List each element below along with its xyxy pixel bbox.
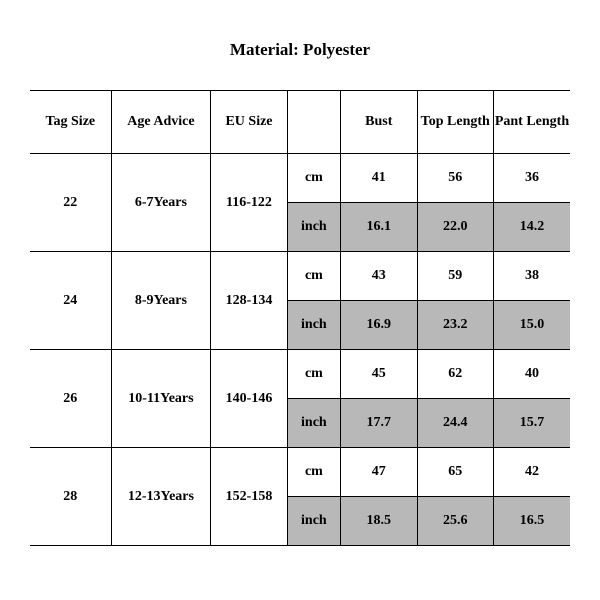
cell-tag-size: 26 [30,350,111,448]
table-row: 26 10-11Years 140-146 cm 45 62 40 [30,350,570,399]
cell-bust-inch: 16.9 [341,301,417,350]
table-row: 24 8-9Years 128-134 cm 43 59 38 [30,252,570,301]
size-table: Tag Size Age Advice EU Size Bust Top Len… [30,90,570,546]
cell-unit-inch: inch [287,399,340,448]
cell-unit-inch: inch [287,301,340,350]
cell-unit-cm: cm [287,350,340,399]
cell-pant-inch: 16.5 [493,497,570,546]
col-bust: Bust [341,91,417,154]
cell-eu-size: 116-122 [211,154,287,252]
cell-bust-inch: 16.1 [341,203,417,252]
cell-bust-cm: 41 [341,154,417,203]
cell-pant-cm: 40 [493,350,570,399]
col-top-length: Top Length [417,91,493,154]
cell-top-inch: 22.0 [417,203,493,252]
cell-bust-cm: 43 [341,252,417,301]
col-tag-size: Tag Size [30,91,111,154]
col-age-advice: Age Advice [111,91,211,154]
cell-top-inch: 24.4 [417,399,493,448]
cell-pant-cm: 38 [493,252,570,301]
cell-unit-inch: inch [287,203,340,252]
cell-unit-cm: cm [287,252,340,301]
col-pant-length: Pant Length [493,91,570,154]
col-unit [287,91,340,154]
col-eu-size: EU Size [211,91,287,154]
cell-top-cm: 56 [417,154,493,203]
cell-bust-cm: 45 [341,350,417,399]
cell-pant-cm: 42 [493,448,570,497]
cell-age-advice: 10-11Years [111,350,211,448]
cell-eu-size: 140-146 [211,350,287,448]
cell-top-cm: 62 [417,350,493,399]
cell-unit-inch: inch [287,497,340,546]
cell-bust-cm: 47 [341,448,417,497]
cell-top-cm: 59 [417,252,493,301]
cell-top-cm: 65 [417,448,493,497]
table-row: 22 6-7Years 116-122 cm 41 56 36 [30,154,570,203]
cell-pant-inch: 15.7 [493,399,570,448]
table-row: 28 12-13Years 152-158 cm 47 65 42 [30,448,570,497]
cell-eu-size: 152-158 [211,448,287,546]
cell-pant-inch: 14.2 [493,203,570,252]
table-header-row: Tag Size Age Advice EU Size Bust Top Len… [30,91,570,154]
cell-age-advice: 8-9Years [111,252,211,350]
cell-tag-size: 28 [30,448,111,546]
cell-bust-inch: 18.5 [341,497,417,546]
cell-eu-size: 128-134 [211,252,287,350]
cell-unit-cm: cm [287,448,340,497]
cell-tag-size: 22 [30,154,111,252]
cell-age-advice: 12-13Years [111,448,211,546]
cell-pant-inch: 15.0 [493,301,570,350]
cell-pant-cm: 36 [493,154,570,203]
cell-tag-size: 24 [30,252,111,350]
table-body: 22 6-7Years 116-122 cm 41 56 36 inch 16.… [30,154,570,546]
cell-top-inch: 25.6 [417,497,493,546]
cell-age-advice: 6-7Years [111,154,211,252]
cell-unit-cm: cm [287,154,340,203]
cell-top-inch: 23.2 [417,301,493,350]
cell-bust-inch: 17.7 [341,399,417,448]
page-title: Material: Polyester [30,40,570,60]
